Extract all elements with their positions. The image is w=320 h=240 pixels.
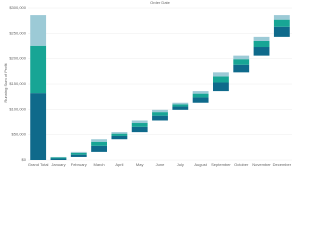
chart-title: Order Date	[150, 0, 171, 5]
bar-segment	[30, 15, 47, 46]
bar-segment	[213, 72, 229, 77]
bar-segment	[111, 135, 128, 140]
x-tick-label: February	[71, 162, 87, 167]
bar-segment	[253, 40, 270, 48]
bar-segment	[273, 19, 290, 27]
bar-segment	[172, 106, 189, 110]
bar-segment	[253, 36, 270, 41]
bar-segment	[131, 123, 148, 127]
y-tick-label: $100,000	[9, 106, 26, 111]
x-tick-label: May	[136, 162, 144, 167]
bar-segment	[131, 120, 148, 124]
bar-segment	[152, 109, 168, 113]
bar-segment	[172, 104, 189, 107]
bar-segment	[192, 91, 209, 94]
y-tick-label: $200,000	[9, 56, 26, 61]
bar-segment	[30, 45, 47, 94]
x-tick-label: April	[115, 162, 123, 167]
bar-segment	[91, 145, 107, 152]
y-tick-label: $0	[22, 157, 27, 162]
x-tick-label: November	[252, 162, 271, 167]
x-tick-label: October	[234, 162, 249, 167]
bar-segment	[50, 157, 67, 159]
bar-segment	[131, 126, 148, 133]
bar-segment	[70, 152, 87, 155]
bar-segment	[273, 26, 290, 37]
bar-segment	[192, 93, 209, 98]
y-axis-label: Running Sum of Profit	[3, 63, 8, 103]
x-tick-label: July	[177, 162, 184, 167]
bar-segment	[233, 55, 250, 60]
bar-segment	[91, 139, 107, 142]
bar-segment	[50, 158, 67, 160]
bar-segment	[91, 141, 107, 146]
bar-segment	[152, 115, 168, 121]
bar-segment	[253, 47, 270, 56]
bar-segment	[233, 59, 250, 65]
bar-segment	[273, 15, 290, 20]
bar-segment	[30, 93, 47, 160]
bar-segment	[192, 97, 209, 103]
x-tick-label: September	[211, 162, 231, 167]
bar-segment	[50, 156, 67, 158]
x-tick-label: June	[156, 162, 165, 167]
y-tick-label: $50,000	[12, 132, 27, 137]
x-tick-label: December	[273, 162, 292, 167]
chart: Order Date Running Sum of Profit $0 $50,0…	[3, 0, 292, 167]
x-tick-label: Grand Total	[28, 162, 49, 167]
bar-segment	[172, 102, 189, 105]
bar-segment	[152, 112, 168, 116]
bar-segment	[111, 133, 128, 136]
x-tick-label: March	[94, 162, 105, 167]
x-tick-label: January	[51, 162, 65, 167]
bar-segment	[70, 151, 87, 153]
bar-segment	[111, 132, 128, 134]
bar-segment	[213, 76, 229, 83]
page: {"chart_data": {"type": "waterfall", "ti…	[3, 0, 292, 168]
bar-segment	[70, 154, 87, 157]
y-tick-label: $250,000	[9, 30, 26, 35]
y-tick-label: $300,000	[9, 5, 26, 10]
bar-segment	[233, 64, 250, 73]
x-tick-label: August	[194, 162, 207, 167]
y-tick-label: $150,000	[9, 81, 26, 86]
bar-segment	[213, 82, 229, 92]
